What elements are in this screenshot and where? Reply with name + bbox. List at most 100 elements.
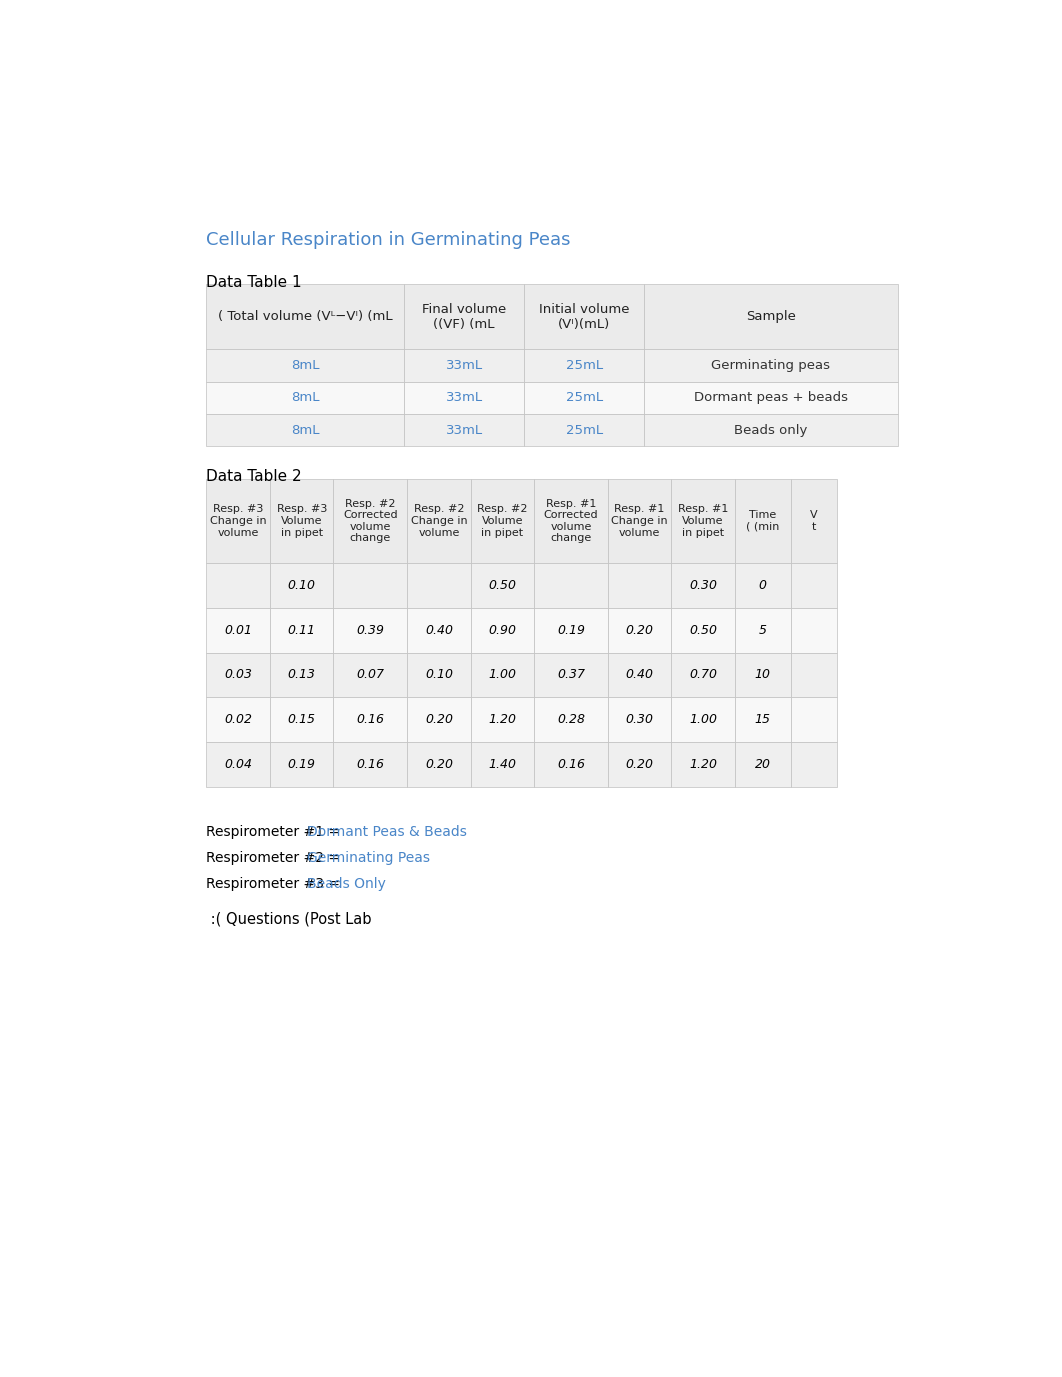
Bar: [525, 350, 645, 381]
Bar: [645, 414, 897, 446]
Text: 1.20: 1.20: [489, 713, 516, 726]
Text: V
t: V t: [810, 511, 818, 532]
Bar: [735, 653, 791, 697]
Bar: [735, 609, 791, 653]
Text: 0.39: 0.39: [356, 624, 384, 636]
Bar: [206, 350, 404, 381]
Text: 20: 20: [755, 757, 771, 771]
Text: 0: 0: [759, 580, 767, 592]
Text: 0.20: 0.20: [425, 757, 452, 771]
Bar: [534, 697, 607, 742]
Text: 8mL: 8mL: [291, 424, 320, 437]
Text: 0.01: 0.01: [224, 624, 252, 636]
Text: 33mL: 33mL: [445, 391, 482, 405]
Text: Time
( (min: Time ( (min: [747, 511, 780, 532]
Bar: [607, 742, 671, 786]
Bar: [791, 563, 837, 609]
Text: 0.11: 0.11: [288, 624, 315, 636]
Bar: [534, 653, 607, 697]
Bar: [470, 697, 534, 742]
Bar: [407, 653, 470, 697]
Text: 33mL: 33mL: [445, 424, 482, 437]
Text: 0.10: 0.10: [425, 668, 452, 682]
Bar: [206, 381, 404, 414]
Text: 0.20: 0.20: [626, 624, 653, 636]
Text: 15: 15: [755, 713, 771, 726]
Text: Initial volume
(Vᴵ)(mL): Initial volume (Vᴵ)(mL): [538, 303, 630, 330]
Bar: [270, 697, 333, 742]
Text: 0.50: 0.50: [689, 624, 717, 636]
Bar: [206, 653, 270, 697]
Text: 0.50: 0.50: [489, 580, 516, 592]
Bar: [206, 284, 404, 350]
Text: Germinating peas: Germinating peas: [712, 359, 830, 372]
Bar: [607, 653, 671, 697]
Text: 0.19: 0.19: [288, 757, 315, 771]
Bar: [333, 609, 407, 653]
Text: Resp. #1
Volume
in pipet: Resp. #1 Volume in pipet: [678, 504, 729, 537]
Bar: [407, 563, 470, 609]
Text: 0.16: 0.16: [356, 713, 384, 726]
Bar: [534, 609, 607, 653]
Bar: [671, 742, 735, 786]
Bar: [470, 742, 534, 786]
Text: Beads Only: Beads Only: [307, 877, 386, 891]
Text: Respirometer #1 =: Respirometer #1 =: [206, 825, 345, 839]
Bar: [470, 479, 534, 563]
Bar: [333, 653, 407, 697]
Bar: [470, 653, 534, 697]
Text: 0.02: 0.02: [224, 713, 252, 726]
Text: 0.20: 0.20: [425, 713, 452, 726]
Text: 0.30: 0.30: [689, 580, 717, 592]
Text: Beads only: Beads only: [734, 424, 807, 437]
Bar: [645, 284, 897, 350]
Text: Resp. #2
Volume
in pipet: Resp. #2 Volume in pipet: [477, 504, 528, 537]
Bar: [791, 697, 837, 742]
Text: Dormant peas + beads: Dormant peas + beads: [693, 391, 847, 405]
Text: 1.20: 1.20: [689, 757, 717, 771]
Text: Data Table 2: Data Table 2: [206, 470, 302, 485]
Bar: [333, 697, 407, 742]
Bar: [270, 479, 333, 563]
Text: Sample: Sample: [746, 310, 795, 324]
Text: 0.37: 0.37: [556, 668, 585, 682]
Text: 1.40: 1.40: [489, 757, 516, 771]
Bar: [791, 653, 837, 697]
Text: 33mL: 33mL: [445, 359, 482, 372]
Bar: [671, 653, 735, 697]
Text: Resp. #1
Change in
volume: Resp. #1 Change in volume: [612, 504, 668, 537]
Bar: [470, 609, 534, 653]
Bar: [333, 563, 407, 609]
Text: :( Questions (Post Lab: :( Questions (Post Lab: [206, 912, 372, 927]
Bar: [407, 609, 470, 653]
Bar: [791, 479, 837, 563]
Bar: [671, 479, 735, 563]
Bar: [525, 381, 645, 414]
Text: Data Table 1: Data Table 1: [206, 274, 302, 289]
Text: 0.40: 0.40: [425, 624, 452, 636]
Text: 0.10: 0.10: [288, 580, 315, 592]
Text: 0.13: 0.13: [288, 668, 315, 682]
Bar: [791, 742, 837, 786]
Bar: [407, 742, 470, 786]
Bar: [333, 742, 407, 786]
Bar: [534, 742, 607, 786]
Text: Resp. #2
Change in
volume: Resp. #2 Change in volume: [411, 504, 467, 537]
Bar: [206, 609, 270, 653]
Text: Respirometer #2 =: Respirometer #2 =: [206, 851, 345, 865]
Bar: [534, 563, 607, 609]
Text: ( Total volume (Vᴸ−Vᴵ) (mL: ( Total volume (Vᴸ−Vᴵ) (mL: [218, 310, 393, 324]
Bar: [404, 381, 525, 414]
Bar: [525, 284, 645, 350]
Text: 0.20: 0.20: [626, 757, 653, 771]
Bar: [270, 609, 333, 653]
Bar: [735, 697, 791, 742]
Text: Resp. #2
Corrected
volume
change: Resp. #2 Corrected volume change: [343, 498, 397, 544]
Bar: [206, 414, 404, 446]
Bar: [270, 563, 333, 609]
Bar: [333, 479, 407, 563]
Text: 0.90: 0.90: [489, 624, 516, 636]
Bar: [534, 479, 607, 563]
Bar: [735, 563, 791, 609]
Bar: [270, 742, 333, 786]
